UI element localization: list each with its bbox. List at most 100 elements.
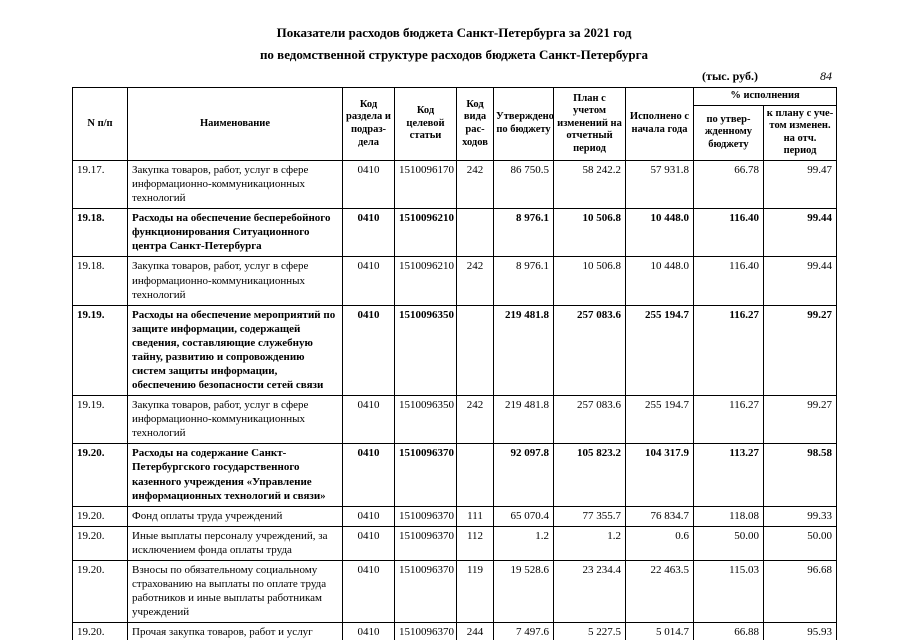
executed-cell: 5 014.7 [625, 622, 694, 640]
pct-to-plan-cell: 96.68 [762, 559, 838, 624]
row-name-cell: Расходы на обеспечение мероприятий по за… [127, 304, 343, 397]
col-header-approved-budget: Утверждено по бюджету [493, 87, 554, 161]
approved-budget-cell: 219 481.8 [493, 395, 554, 445]
plan-with-changes-cell: 10 506.8 [553, 208, 626, 258]
approved-budget-cell: 19 528.6 [493, 559, 554, 624]
row-number-cell: 19.19. [72, 304, 128, 397]
table-row: 19.19. Закупка товаров, работ, услуг в сф… [72, 395, 838, 445]
executed-cell: 10 448.0 [625, 208, 694, 258]
row-name-cell: Прочая закупка товаров, работ и услуг [127, 622, 343, 640]
pct-to-approved-cell: 66.78 [693, 159, 764, 210]
pct-to-plan-cell: 99.27 [762, 395, 838, 445]
table-row: 19.18. Закупка товаров, работ, услуг в сф… [72, 256, 838, 306]
col-header-target-article-code: Код целевой статьи [394, 87, 457, 161]
executed-cell: 0.6 [625, 525, 694, 561]
target-article-code-cell: 1510096370 [394, 559, 457, 624]
pct-to-approved-cell: 116.27 [693, 395, 764, 445]
pct-to-approved-cell: 50.00 [693, 525, 764, 561]
target-article-code-cell: 1510096170 [394, 159, 457, 210]
page-number: 84 [820, 69, 832, 83]
row-number-cell: 19.20. [72, 559, 128, 624]
pct-to-approved-cell: 115.03 [693, 559, 764, 624]
section-code-cell: 0410 [342, 159, 395, 210]
pct-to-plan-cell: 50.00 [762, 525, 838, 561]
expense-type-code-cell [456, 208, 494, 258]
approved-budget-cell: 1.2 [493, 525, 554, 561]
table-row: 19.20. Взносы по обязательному социальном… [72, 559, 838, 624]
units-note: (тыс. руб.) [702, 69, 758, 83]
executed-cell: 255 194.7 [625, 395, 694, 445]
pct-to-plan-cell: 99.44 [762, 208, 838, 258]
pct-to-approved-cell: 66.88 [693, 622, 764, 640]
expense-type-code-cell: 112 [456, 525, 494, 561]
budget-expenditure-table: N п/п Наименование Код раздела и подраз-… [72, 87, 838, 640]
row-name-cell: Закупка товаров, работ, услуг в сфере ин… [127, 395, 343, 445]
target-article-code-cell: 1510096370 [394, 622, 457, 640]
expense-type-code-cell [456, 443, 494, 507]
col-header-pct-to-plan: к плану с уче- том изменен. на отч. пери… [762, 104, 838, 161]
expense-type-code-cell: 242 [456, 256, 494, 306]
table-row: 19.20. Иные выплаты персоналу учреждений,… [72, 525, 838, 561]
expense-type-code-cell: 242 [456, 159, 494, 210]
target-article-code-cell: 1510096350 [394, 304, 457, 397]
executed-cell: 10 448.0 [625, 256, 694, 306]
pct-to-plan-cell: 98.58 [762, 443, 838, 507]
section-code-cell: 0410 [342, 208, 395, 258]
title-line-2: по ведомственной структуре расходов бюдж… [259, 47, 649, 62]
row-name-cell: Взносы по обязательному социальному стра… [127, 559, 343, 624]
table-row: 19.20. Фонд оплаты труда учреждений 0410 15… [72, 505, 838, 527]
target-article-code-cell: 1510096370 [394, 525, 457, 561]
col-header-executed: Исполнено с начала года [625, 87, 694, 161]
pct-to-approved-cell: 116.27 [693, 304, 764, 397]
row-number-cell: 19.17. [72, 159, 128, 210]
approved-budget-cell: 92 097.8 [493, 443, 554, 507]
row-number-cell: 19.19. [72, 395, 128, 445]
section-code-cell: 0410 [342, 505, 395, 527]
row-name-cell: Фонд оплаты труда учреждений [127, 505, 343, 527]
expense-type-code-cell: 244 [456, 622, 494, 640]
expense-type-code-cell: 119 [456, 559, 494, 624]
pct-to-approved-cell: 116.40 [693, 256, 764, 306]
target-article-code-cell: 1510096370 [394, 443, 457, 507]
row-number-cell: 19.18. [72, 256, 128, 306]
col-header-plan-with-changes: План с учетом изменений на отчетный пери… [553, 87, 626, 161]
col-header-pct-to-approved: по утвер- жденному бюджету [693, 104, 764, 161]
section-code-cell: 0410 [342, 622, 395, 640]
plan-with-changes-cell: 5 227.5 [553, 622, 626, 640]
pct-to-plan-cell: 99.47 [762, 159, 838, 210]
target-article-code-cell: 1510096210 [394, 208, 457, 258]
pct-to-approved-cell: 118.08 [693, 505, 764, 527]
plan-with-changes-cell: 257 083.6 [553, 395, 626, 445]
row-number-cell: 19.20. [72, 505, 128, 527]
pct-to-plan-cell: 99.44 [762, 256, 838, 306]
section-code-cell: 0410 [342, 256, 395, 306]
table-row: 19.20. Прочая закупка товаров, работ и ус… [72, 622, 838, 640]
col-header-percent-execution-group: % исполнения [692, 87, 838, 106]
approved-budget-cell: 8 976.1 [493, 208, 554, 258]
approved-budget-cell: 65 070.4 [493, 505, 554, 527]
plan-with-changes-cell: 23 234.4 [553, 559, 626, 624]
expense-type-code-cell: 111 [456, 505, 494, 527]
executed-cell: 76 834.7 [625, 505, 694, 527]
section-code-cell: 0410 [342, 395, 395, 445]
pct-to-plan-cell: 99.33 [762, 505, 838, 527]
plan-with-changes-cell: 58 242.2 [553, 159, 626, 210]
col-header-name: Наименование [127, 87, 343, 161]
section-code-cell: 0410 [342, 304, 395, 397]
executed-cell: 104 317.9 [625, 443, 694, 507]
document-title: Показатели расходов бюджета Санкт-Петерб… [72, 22, 836, 66]
section-code-cell: 0410 [342, 525, 395, 561]
row-number-cell: 19.18. [72, 208, 128, 258]
approved-budget-cell: 219 481.8 [493, 304, 554, 397]
row-number-cell: 19.20. [72, 525, 128, 561]
pct-to-plan-cell: 95.93 [762, 622, 838, 640]
meta-row: (тыс. руб.) 84 [72, 69, 836, 86]
title-line-1: Показатели расходов бюджета Санкт-Петерб… [276, 25, 632, 40]
target-article-code-cell: 1510096370 [394, 505, 457, 527]
plan-with-changes-cell: 1.2 [553, 525, 626, 561]
row-name-cell: Закупка товаров, работ, услуг в сфере ин… [127, 256, 343, 306]
table-header: N п/п Наименование Код раздела и подраз-… [72, 87, 838, 161]
row-number-cell: 19.20. [72, 622, 128, 640]
target-article-code-cell: 1510096350 [394, 395, 457, 445]
